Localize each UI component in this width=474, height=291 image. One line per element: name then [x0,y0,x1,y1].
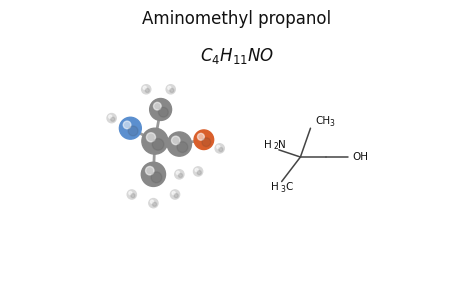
Circle shape [151,172,162,183]
Circle shape [107,113,116,123]
Circle shape [152,139,164,150]
Circle shape [146,166,154,175]
Text: 3: 3 [281,185,286,194]
Circle shape [175,170,184,179]
Circle shape [197,171,201,175]
Circle shape [166,85,175,94]
Circle shape [111,117,115,121]
Circle shape [177,142,188,152]
Circle shape [143,86,146,90]
Text: N: N [278,140,286,150]
Text: CH: CH [316,116,331,126]
Circle shape [195,168,198,172]
Circle shape [142,128,168,154]
Circle shape [178,173,182,178]
Circle shape [119,117,141,139]
Circle shape [142,85,151,94]
Circle shape [154,102,161,110]
Circle shape [146,133,155,142]
Text: Aminomethyl propanol: Aminomethyl propanol [143,10,331,28]
Text: H: H [264,140,272,150]
Circle shape [193,167,203,176]
Circle shape [168,86,171,90]
Circle shape [194,130,214,150]
Circle shape [172,191,175,195]
Circle shape [170,88,174,93]
Circle shape [171,190,180,199]
Text: C: C [285,182,292,192]
Circle shape [149,198,158,208]
Circle shape [202,138,211,147]
Circle shape [123,121,131,129]
Circle shape [127,190,137,199]
Circle shape [172,136,180,145]
Circle shape [153,202,156,206]
Circle shape [174,194,178,198]
Circle shape [141,162,165,187]
Circle shape [217,146,220,149]
Circle shape [198,133,204,140]
Circle shape [167,132,191,156]
Circle shape [150,200,154,203]
Circle shape [129,191,132,195]
Circle shape [109,115,112,118]
Circle shape [146,88,149,93]
Text: H: H [271,182,279,192]
Text: 3: 3 [329,118,334,127]
Circle shape [150,99,172,120]
Circle shape [158,107,168,117]
Circle shape [131,194,135,198]
Text: 2: 2 [273,142,278,151]
Circle shape [219,148,223,152]
Circle shape [128,126,138,136]
Text: OH: OH [352,152,368,162]
Text: $\mathit{C_4H_{11}NO}$: $\mathit{C_4H_{11}NO}$ [200,46,274,66]
Circle shape [176,171,180,175]
Circle shape [215,144,224,153]
